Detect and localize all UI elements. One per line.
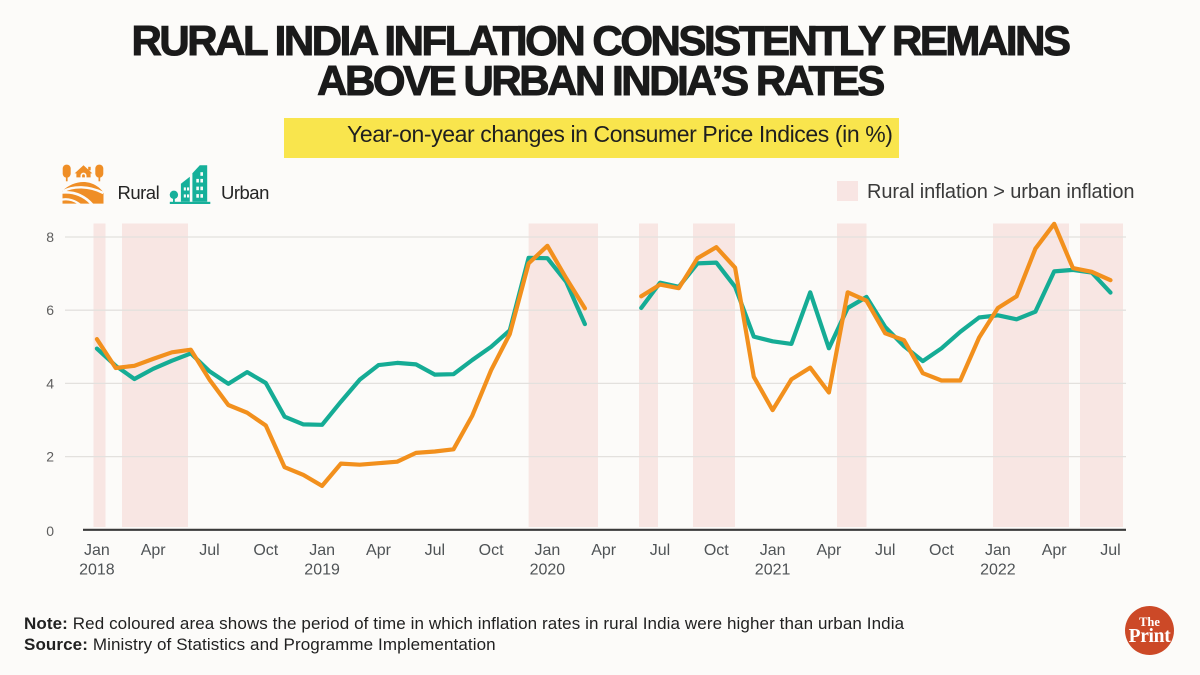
svg-text:Jul: Jul [650, 542, 670, 559]
svg-text:Oct: Oct [704, 542, 729, 559]
svg-text:4: 4 [46, 375, 54, 391]
svg-text:Jan: Jan [760, 542, 786, 559]
svg-text:Jul: Jul [199, 542, 219, 559]
svg-text:Oct: Oct [929, 542, 954, 559]
svg-text:2020: 2020 [530, 562, 566, 579]
svg-text:Jan: Jan [535, 542, 561, 559]
svg-text:0: 0 [46, 523, 54, 539]
svg-text:2018: 2018 [79, 562, 115, 579]
svg-text:Apr: Apr [366, 542, 392, 559]
svg-text:Oct: Oct [253, 542, 278, 559]
svg-text:Jan: Jan [985, 542, 1011, 559]
svg-text:Jul: Jul [875, 542, 895, 559]
svg-text:Jul: Jul [1100, 542, 1120, 559]
svg-text:Jan: Jan [84, 542, 110, 559]
svg-text:2019: 2019 [304, 562, 340, 579]
svg-text:Apr: Apr [1042, 542, 1068, 559]
svg-text:Oct: Oct [479, 542, 504, 559]
svg-text:Jan: Jan [309, 542, 335, 559]
svg-text:2021: 2021 [755, 562, 791, 579]
svg-text:Jul: Jul [425, 542, 445, 559]
svg-text:2: 2 [46, 449, 54, 465]
svg-text:8: 8 [46, 229, 54, 245]
svg-text:2022: 2022 [980, 562, 1016, 579]
svg-text:6: 6 [46, 302, 54, 318]
svg-text:Apr: Apr [141, 542, 167, 559]
svg-text:Apr: Apr [816, 542, 842, 559]
svg-text:Apr: Apr [591, 542, 617, 559]
